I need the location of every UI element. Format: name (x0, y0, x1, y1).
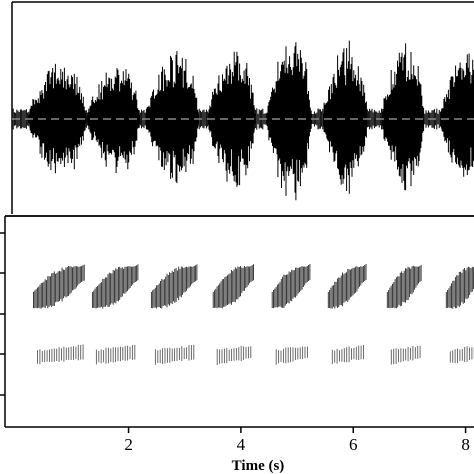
waveform-pulse-7 (381, 43, 425, 191)
waveform-panel (11, 1, 474, 214)
spectrogram-band-main-3 (150, 264, 198, 309)
spectrogram-band-low-3 (154, 344, 195, 365)
x-tick-label-8: 8 (461, 435, 470, 454)
spectrogram-band-low-2 (95, 344, 136, 365)
spectrogram-band-low-1 (37, 344, 84, 365)
spectrogram-band-low-7 (390, 346, 421, 365)
spectrogram-panel (0, 216, 474, 427)
spectrogram-band-low-6 (331, 345, 364, 365)
waveform-pulse-5 (266, 42, 312, 201)
spectrogram-band-main-1 (33, 264, 85, 309)
x-tick-label-6: 6 (349, 435, 358, 454)
x-axis-title: Time (s) (232, 458, 285, 474)
spectrogram-band-low-5 (275, 346, 308, 365)
spectrogram-band-main-5 (271, 264, 311, 309)
spectrogram-band-main-6 (327, 264, 367, 309)
spectrogram-band-main-7 (386, 264, 422, 309)
spectrogram-band-low-4 (216, 345, 252, 365)
spectrogram-band-main-4 (212, 264, 254, 309)
x-ticks: 2 4 6 8 (124, 427, 470, 454)
spectrogram-band-main-2 (91, 264, 139, 309)
waveform-pulse-2 (86, 68, 140, 173)
spectrogram-marks (33, 264, 474, 365)
x-tick-label-4: 4 (237, 435, 246, 454)
spectrogram-y-ticks (0, 232, 5, 396)
spectrogram-band-low-8 (449, 346, 474, 364)
x-tick-label-2: 2 (124, 435, 133, 454)
x-axis: 2 4 6 8 Time (s) (5, 426, 474, 474)
